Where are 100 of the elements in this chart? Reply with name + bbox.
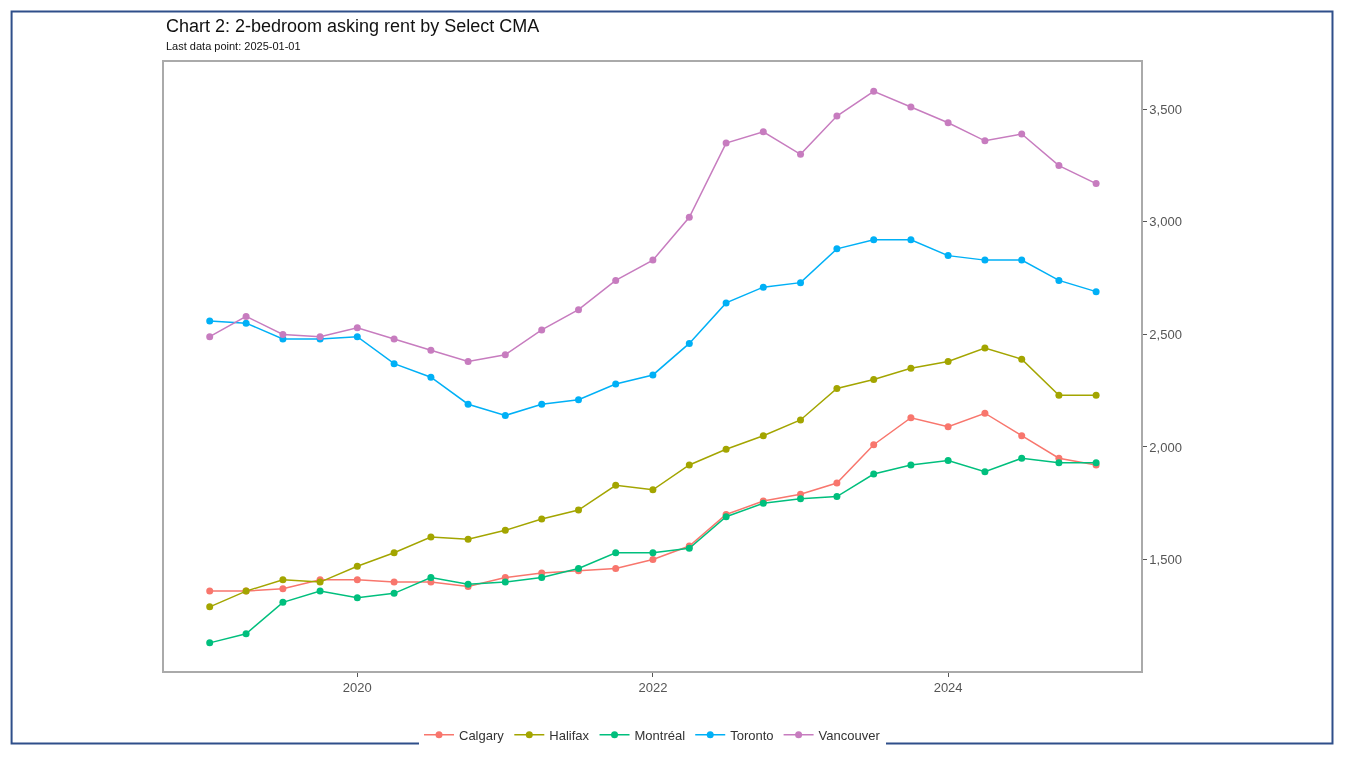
point <box>1018 130 1026 138</box>
point <box>797 150 805 158</box>
point <box>1018 256 1026 264</box>
point <box>685 461 693 469</box>
chart-subtitle: Last data point: 2025-01-01 <box>166 40 301 52</box>
point <box>944 357 952 365</box>
point <box>279 576 287 584</box>
point <box>206 603 214 611</box>
point <box>501 526 509 534</box>
y-tick-label: 2,000 <box>1149 439 1182 455</box>
point <box>1092 391 1100 399</box>
point <box>649 549 657 557</box>
legend-label: Calgary <box>459 727 505 743</box>
point <box>538 326 546 334</box>
point <box>353 594 361 602</box>
point <box>944 457 952 464</box>
point <box>870 87 878 95</box>
point <box>501 351 509 359</box>
point <box>464 400 472 408</box>
point <box>722 299 730 307</box>
point <box>870 236 878 244</box>
legend-label: Toronto <box>730 727 774 743</box>
point <box>797 279 805 287</box>
point <box>944 119 952 127</box>
point <box>759 432 767 440</box>
point <box>944 252 952 260</box>
point <box>1018 355 1026 363</box>
point <box>759 283 767 291</box>
point <box>981 468 989 476</box>
point <box>1092 180 1100 188</box>
x-tick-label: 2020 <box>342 680 372 696</box>
point <box>649 256 657 264</box>
point <box>390 360 398 368</box>
point <box>575 506 582 514</box>
point <box>390 335 398 343</box>
point <box>797 416 805 424</box>
point <box>907 236 915 244</box>
point <box>981 409 989 417</box>
point <box>1018 432 1026 440</box>
point <box>722 445 730 453</box>
point <box>353 576 361 584</box>
point <box>722 139 730 147</box>
point <box>427 574 435 582</box>
point <box>242 630 250 638</box>
y-tick-label: 2,500 <box>1149 326 1182 342</box>
point <box>907 414 915 422</box>
point <box>279 585 287 593</box>
point <box>242 312 250 320</box>
point <box>427 533 435 541</box>
point <box>685 339 693 347</box>
point <box>390 578 398 586</box>
point <box>833 479 841 487</box>
y-tick-label: 3,000 <box>1149 214 1182 230</box>
point <box>944 423 952 431</box>
point <box>833 384 841 392</box>
point <box>427 373 435 381</box>
point <box>464 357 472 365</box>
point <box>390 549 398 557</box>
point <box>575 396 582 404</box>
point <box>1055 276 1063 284</box>
point <box>501 578 509 586</box>
point <box>206 587 214 595</box>
y-tick-label: 1,500 <box>1149 552 1182 568</box>
point <box>538 400 546 408</box>
point <box>833 112 841 120</box>
point <box>870 375 878 383</box>
point <box>538 574 546 582</box>
point <box>1018 454 1026 462</box>
point <box>649 486 657 494</box>
point <box>612 481 620 489</box>
point <box>353 324 361 332</box>
y-tick-label: 3,500 <box>1149 101 1182 117</box>
point <box>1055 162 1063 170</box>
point <box>612 565 620 573</box>
point <box>907 364 915 372</box>
point <box>612 380 620 388</box>
point <box>649 556 657 564</box>
chart-title: Chart 2: 2-bedroom asking rent by Select CMA <box>166 16 540 36</box>
legend-label: Montréal <box>634 727 686 743</box>
point <box>907 103 915 111</box>
point <box>870 470 878 478</box>
point <box>575 306 582 314</box>
legend-label: Vancouver <box>818 727 881 743</box>
point <box>907 461 915 469</box>
point <box>538 515 546 523</box>
point <box>501 411 509 419</box>
point <box>206 317 214 325</box>
point <box>981 137 989 145</box>
point <box>870 441 878 449</box>
point <box>759 128 767 136</box>
point <box>279 598 287 606</box>
point <box>612 276 620 284</box>
point <box>797 495 805 503</box>
point <box>464 535 472 543</box>
x-tick-label: 2024 <box>933 680 963 696</box>
point <box>206 333 214 341</box>
point <box>612 549 620 557</box>
point <box>316 587 324 595</box>
point <box>833 493 841 501</box>
point <box>1055 459 1063 467</box>
